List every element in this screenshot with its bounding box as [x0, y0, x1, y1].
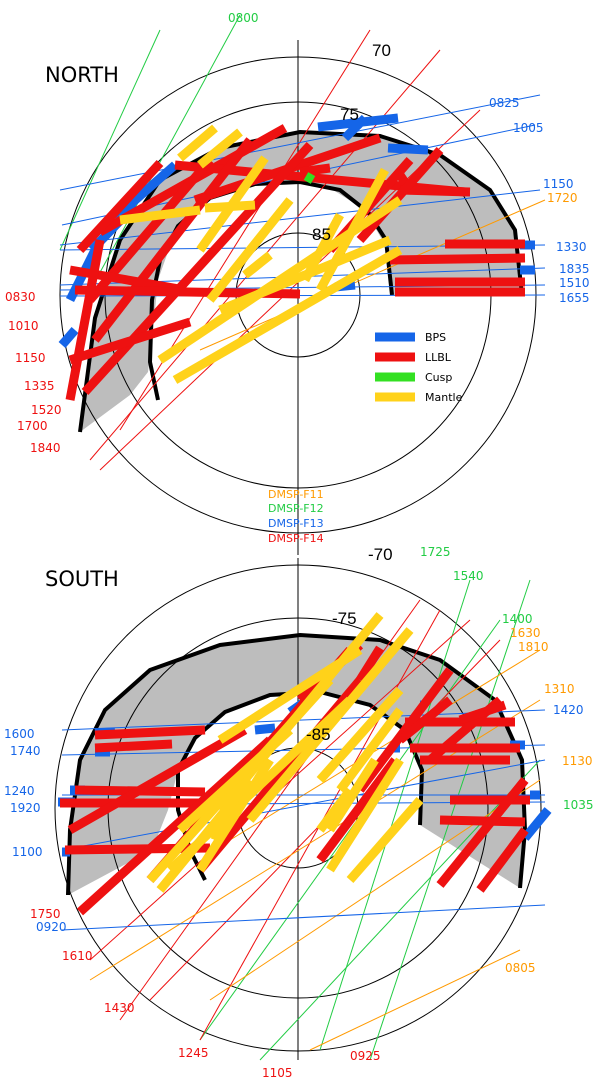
south-time-label: 1310 [544, 682, 575, 696]
south-time-label: 1240 [4, 784, 35, 798]
north-lat-70: 70 [372, 41, 391, 60]
south-lat-75: -75 [332, 609, 357, 628]
north-plot: NORTH 70 75 85 0800 0825 1005 1150 1720 … [5, 11, 590, 555]
north-time-label: 0800 [228, 11, 259, 25]
south-time-label: 1105 [262, 1066, 293, 1080]
south-time-label: 1035 [563, 798, 594, 812]
satellite-label-f13: DMSP-F13 [268, 517, 324, 530]
south-time-label: 1810 [518, 640, 549, 654]
satellite-label-f12: DMSP-F12 [268, 502, 324, 515]
north-time-label: 1150 [543, 177, 574, 191]
north-llbl-segments [65, 124, 526, 401]
north-time-label: 1835 [559, 262, 590, 276]
satellite-label-f11: DMSP-F11 [268, 488, 324, 501]
north-time-label: 1720 [547, 191, 578, 205]
south-time-label: 0805 [505, 961, 536, 975]
north-time-label: 1150 [15, 351, 46, 365]
north-cusp-segment [303, 172, 316, 184]
north-mantle-segments [119, 124, 403, 384]
north-time-label: 1335 [24, 379, 55, 393]
south-time-label: 0925 [350, 1049, 381, 1063]
south-time-label: 1600 [4, 727, 35, 741]
south-time-label: 1750 [30, 907, 61, 921]
south-time-label: 1740 [10, 744, 41, 758]
north-time-label: 1330 [556, 240, 587, 254]
south-lat-70: -70 [368, 545, 393, 564]
legend-label-llbl: LLBL [425, 351, 452, 364]
south-time-label: 1420 [553, 703, 584, 717]
south-time-label: 1540 [453, 569, 484, 583]
south-lat-85: -85 [306, 725, 331, 744]
north-title: NORTH [45, 63, 119, 87]
north-time-label: 0825 [489, 96, 520, 110]
north-region-outer-edge [78, 129, 524, 433]
south-title: SOUTH [45, 567, 119, 591]
south-time-label: 1245 [178, 1046, 209, 1060]
south-plot: SOUTH -70 -75 -85 1725 1540 1400 1630 18… [4, 545, 594, 1080]
south-region-fill [68, 635, 525, 895]
north-time-label: 1510 [559, 276, 590, 290]
legend-label-cusp: Cusp [425, 371, 452, 384]
south-mantle-segments [146, 612, 424, 893]
south-time-label: 1130 [562, 754, 593, 768]
south-time-label: 1400 [502, 612, 533, 626]
south-time-label: 1610 [62, 949, 93, 963]
legend-label-mantle: Mantle [425, 391, 463, 404]
south-time-label: 1725 [420, 545, 451, 559]
north-lat-85: 85 [312, 225, 331, 244]
satellite-key: DMSP-F11 DMSP-F12 DMSP-F13 DMSP-F14 [268, 488, 324, 545]
north-time-label: 0830 [5, 290, 36, 304]
north-lat-75: 75 [340, 105, 359, 124]
south-time-label: 1430 [104, 1001, 135, 1015]
legend: BPS LLBL Cusp Mantle [375, 331, 463, 404]
south-region-outer-edge [66, 632, 528, 896]
north-time-label: 1840 [30, 441, 61, 455]
satellite-label-f14: DMSP-F14 [268, 532, 324, 545]
south-time-label: 1100 [12, 845, 43, 859]
legend-label-bps: BPS [425, 331, 446, 344]
north-time-label: 1655 [559, 291, 590, 305]
north-time-label: 1010 [8, 319, 39, 333]
north-time-label: 1005 [513, 121, 544, 135]
north-time-label: 1520 [31, 403, 62, 417]
south-time-label: 1630 [510, 626, 541, 640]
south-time-label: 1920 [10, 801, 41, 815]
south-time-label: 0920 [36, 920, 67, 934]
north-time-label: 1700 [17, 419, 48, 433]
